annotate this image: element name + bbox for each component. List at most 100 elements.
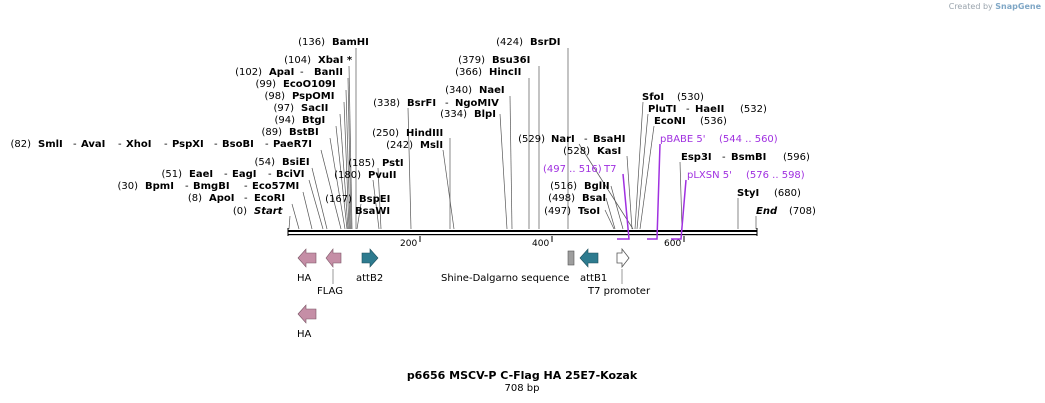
site-psti[interactable]: (185) PstI	[348, 158, 404, 169]
attb1-arrow-icon	[579, 248, 599, 268]
site-eaei[interactable]: (51) EaeI - EagI - BciVI	[161, 169, 304, 180]
enzyme-name: EcoRI	[254, 193, 285, 204]
site-bsu36i[interactable]: (379) Bsu36I	[458, 55, 530, 66]
feature-t7-promoter[interactable]: T7 promoter	[587, 247, 651, 297]
primer-name: pLXSN 5'	[687, 170, 732, 181]
site-position: (54)	[254, 157, 275, 168]
site-hindiii[interactable]: (250) HindIII	[372, 128, 443, 139]
site-naei[interactable]: (340) NaeI	[445, 85, 505, 96]
start-label: Start	[254, 206, 284, 217]
site-blpi[interactable]: (334) BlpI	[440, 109, 496, 120]
site-apai[interactable]: (102) ApaI - BanII	[235, 67, 343, 78]
site-position: (532)	[740, 104, 767, 115]
ruler-ticks: 200 400 600	[400, 236, 685, 249]
site-styi[interactable]: StyI (680)	[737, 188, 801, 199]
feature-label: T7 promoter	[587, 286, 651, 297]
enzyme-name: BsiEI	[282, 157, 310, 168]
site-position: (680)	[774, 188, 801, 199]
site-bstbi[interactable]: (89) BstBI	[261, 127, 318, 138]
site-ecoo109i[interactable]: (99) EcoO109I	[255, 79, 335, 90]
primer-pbabe[interactable]: pBABE 5' (544 .. 560)	[660, 134, 778, 145]
shine-dalgarno-box-icon	[567, 250, 575, 266]
ha-arrow-icon	[297, 248, 317, 268]
feature-ha[interactable]: HA	[297, 248, 317, 284]
separator: -	[164, 139, 168, 150]
credit-prefix: Created by	[948, 2, 993, 11]
primer-plxsn[interactable]: pLXSN 5' (576 .. 598)	[687, 170, 805, 181]
enzyme-name: BsaWI	[355, 206, 390, 217]
site-position: (94)	[274, 115, 295, 126]
site-position: (379)	[458, 55, 485, 66]
site-bsai[interactable]: (498) BsaI	[548, 193, 606, 204]
feature-label: HA	[297, 329, 312, 340]
site-position: (528)	[563, 146, 590, 157]
site-bsiei[interactable]: (54) BsiEI	[254, 157, 309, 168]
feature-label: Shine-Dalgarno sequence	[441, 273, 569, 284]
enzyme-name: HindIII	[406, 128, 443, 139]
site-sacii[interactable]: (97) SacII	[273, 103, 328, 114]
site-start[interactable]: (0) Start	[233, 206, 284, 217]
site-apoi[interactable]: (8) ApoI - EcoRI	[188, 193, 285, 204]
site-tsoi[interactable]: (497) TsoI	[544, 206, 600, 217]
site-esp3i[interactable]: Esp3I - BsmBI (596)	[681, 152, 810, 163]
separator: -	[584, 134, 588, 145]
site-bspei[interactable]: (167) BspEI	[325, 194, 390, 205]
site-msli[interactable]: (242) MslI	[386, 140, 443, 151]
site-position: (167)	[325, 194, 352, 205]
site-end[interactable]: End (708)	[756, 206, 816, 217]
site-position: (340)	[445, 85, 472, 96]
feature-attb1[interactable]: attB1	[579, 248, 607, 284]
enzyme-name: AvaI	[81, 139, 105, 150]
site-xbai[interactable]: (104) XbaI *	[284, 55, 353, 66]
separator: -	[445, 98, 449, 109]
feature-attb2[interactable]: attB2	[356, 248, 383, 284]
site-btgi[interactable]: (94) BtgI	[274, 115, 325, 126]
separator: -	[185, 181, 189, 192]
enzyme-name: BsoBI	[222, 139, 254, 150]
separator: -	[214, 139, 218, 150]
site-position: (424)	[496, 37, 523, 48]
enzyme-name: Eco57MI	[252, 181, 299, 192]
enzyme-name: Bsu36I	[492, 55, 530, 66]
site-pluti[interactable]: PluTI - HaeII (532)	[648, 104, 767, 115]
separator: -	[73, 139, 77, 150]
enzyme-name: BsaI	[582, 193, 606, 204]
site-econi[interactable]: EcoNI (536)	[654, 116, 727, 127]
site-bsrdi[interactable]: (424) BsrDI	[496, 37, 560, 48]
site-kasi[interactable]: (528) KasI	[563, 146, 621, 157]
site-bsawi[interactable]: BsaWI	[355, 206, 390, 217]
enzyme-name: PaeR7I	[273, 139, 312, 150]
feature-label: FLAG	[317, 286, 343, 297]
feature-flag[interactable]: FLAG	[317, 248, 343, 297]
site-position: (497)	[544, 206, 571, 217]
enzyme-name: XhoI	[126, 139, 151, 150]
enzyme-name: NarI	[551, 134, 575, 145]
site-position: (136)	[298, 37, 325, 48]
site-bsrfi[interactable]: (338) BsrFI - NgoMIV	[373, 98, 499, 109]
site-hincii[interactable]: (366) HincII	[455, 67, 521, 78]
enzyme-name: BsmBI	[731, 152, 766, 163]
enzyme-name: BpmI	[145, 181, 174, 192]
enzyme-name: ApoI	[209, 193, 235, 204]
site-pvuii[interactable]: (180) PvuII	[334, 170, 396, 181]
primer-t7[interactable]: (497 .. 516) T7	[543, 164, 616, 175]
feature-shine-dalgarno[interactable]: Shine-Dalgarno sequence	[441, 250, 575, 284]
site-smli[interactable]: (82) SmlI - AvaI - XhoI - PspXI - BsoBI …	[10, 139, 312, 150]
enzyme-name: NgoMIV	[455, 98, 499, 109]
feature-label: HA	[297, 273, 312, 284]
site-sfoi[interactable]: SfoI (530)	[642, 92, 704, 103]
site-position: (97)	[273, 103, 294, 114]
tick-label: 200	[400, 239, 417, 249]
site-bglii[interactable]: (516) BglII	[550, 181, 610, 192]
feature-label: attB1	[580, 273, 607, 284]
site-bamhi[interactable]: (136) BamHI	[298, 37, 369, 48]
site-pspomi[interactable]: (98) PspOMI	[264, 91, 334, 102]
enzyme-name: PspXI	[172, 139, 204, 150]
feature-ha-2[interactable]: HA	[297, 304, 317, 340]
site-bpmi[interactable]: (30) BpmI - BmgBI - Eco57MI	[117, 181, 299, 192]
enzyme-name: BmgBI	[193, 181, 230, 192]
enzyme-name: XbaI *	[318, 55, 353, 66]
enzyme-name: PstI	[382, 158, 404, 169]
site-nari[interactable]: (529) NarI - BsaHI	[518, 134, 625, 145]
site-position: (82)	[10, 139, 31, 150]
